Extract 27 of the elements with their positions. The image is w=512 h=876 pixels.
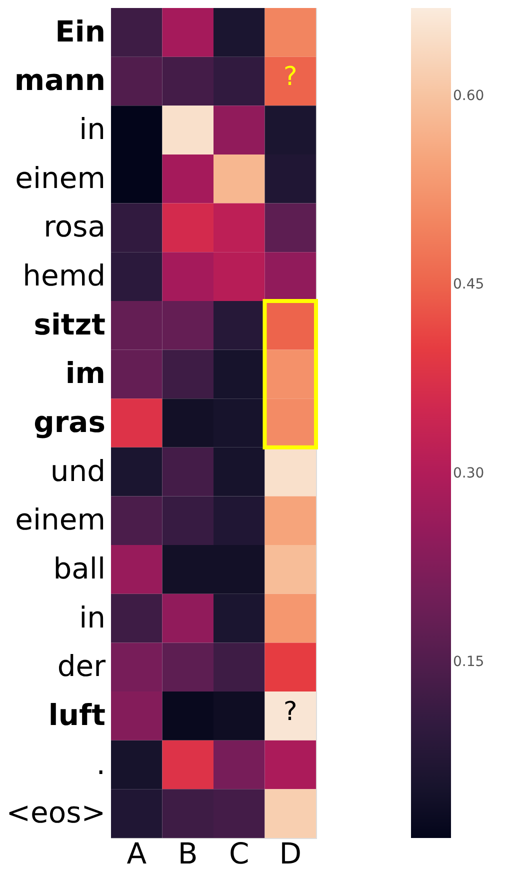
color-bar-label: 0.60	[453, 88, 484, 104]
y-tick-label: der	[57, 649, 106, 684]
y-tick-label: einem	[15, 502, 106, 537]
y-tick-label: hemd	[22, 258, 106, 293]
x-tick-label: B	[178, 836, 198, 870]
y-tick-label: und	[50, 454, 106, 488]
color-bar-label: 0.15	[453, 654, 484, 670]
y-tick-label: rosa	[44, 210, 106, 244]
annotation: ?	[283, 696, 298, 727]
color-bar-label: 0.30	[453, 465, 484, 482]
y-tick-label: einem	[15, 160, 106, 195]
y-tick-label: gras	[34, 405, 106, 439]
color-bar-label: 0.45	[453, 276, 484, 293]
y-tick-label: luft	[48, 698, 106, 732]
y-tick-label: ball	[53, 551, 106, 586]
y-tick-label: .	[96, 746, 106, 781]
annotation: ?	[283, 62, 298, 92]
y-tick-label: im	[65, 356, 106, 390]
y-tick-label: sitzt	[34, 307, 106, 342]
y-tick-label: in	[79, 112, 106, 146]
x-tick-label: A	[126, 836, 147, 870]
x-tick-label: D	[279, 836, 302, 870]
y-tick-label: mann	[14, 63, 106, 98]
x-tick-label: C	[229, 836, 250, 870]
y-tick-label: <eos>	[6, 796, 106, 830]
y-tick-label: Ein	[55, 14, 106, 48]
y-tick-label: in	[79, 600, 106, 634]
